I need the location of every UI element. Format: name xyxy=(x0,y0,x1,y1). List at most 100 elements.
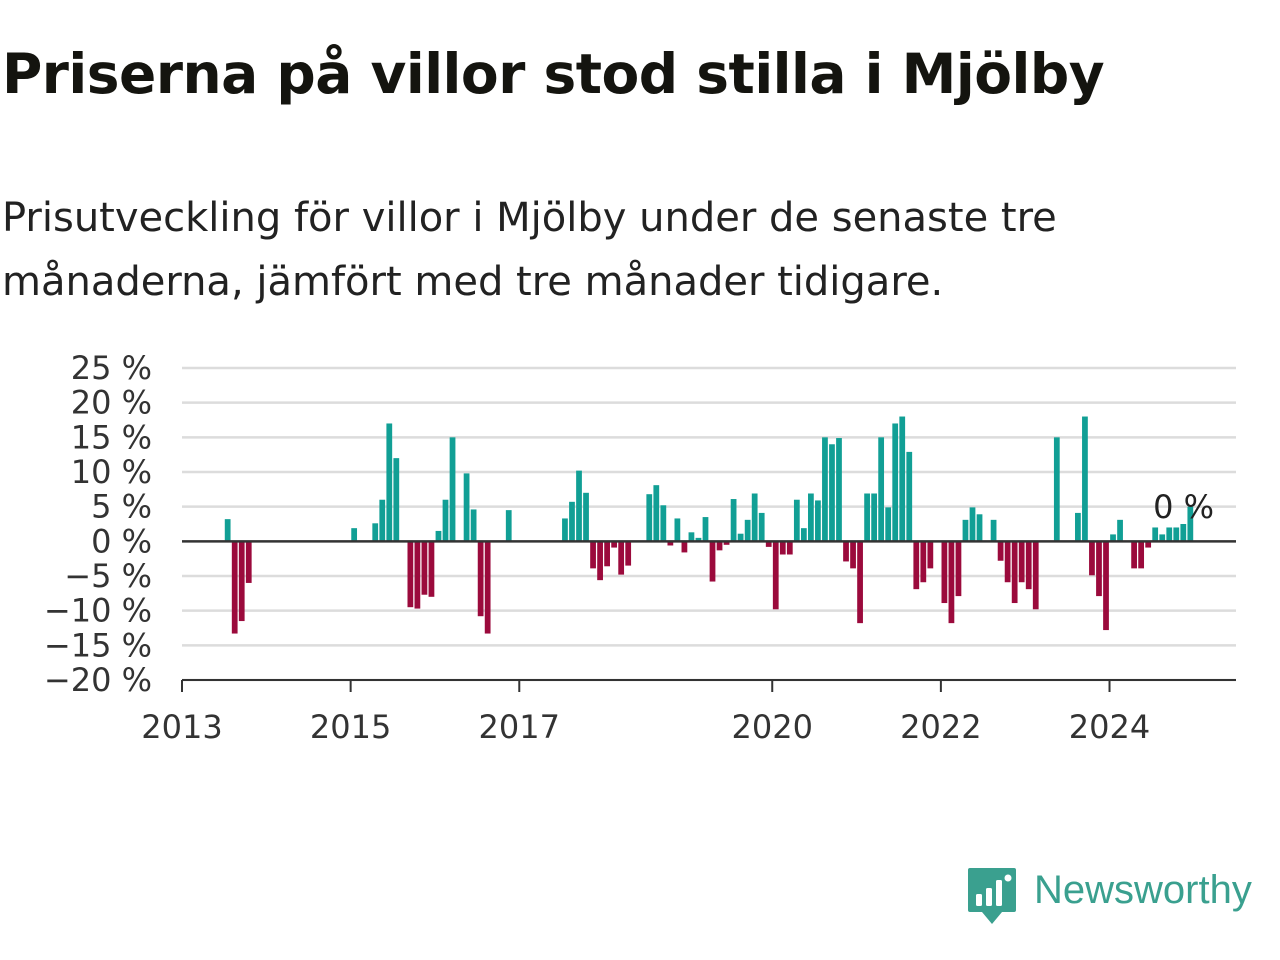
bar xyxy=(927,541,934,569)
bar xyxy=(1166,527,1173,542)
bar xyxy=(1173,527,1180,542)
bar xyxy=(836,438,842,542)
bar xyxy=(1011,541,1018,604)
x-tick-label: 2017 xyxy=(479,708,560,746)
bar xyxy=(435,530,442,542)
axes: −20 %−15 %−10 %−5 %0 %5 %10 %15 %20 %25 … xyxy=(44,349,1236,746)
bar xyxy=(1025,541,1032,590)
bar xyxy=(920,541,927,583)
bar xyxy=(646,494,653,542)
y-tick-label: −5 % xyxy=(64,557,152,595)
bar xyxy=(772,541,779,610)
bar xyxy=(611,541,618,548)
bar-chart-badge-icon xyxy=(968,868,1016,924)
bar xyxy=(962,519,969,542)
x-tick-label: 2024 xyxy=(1069,708,1150,746)
bar xyxy=(442,499,449,542)
bar xyxy=(758,512,765,542)
bar xyxy=(1096,541,1102,597)
brand-name: Newsworthy xyxy=(1034,868,1252,912)
y-tick-label: 25 % xyxy=(71,349,152,387)
bar xyxy=(1152,527,1159,542)
bar xyxy=(871,493,878,542)
bar xyxy=(850,541,856,569)
bar xyxy=(716,541,723,551)
bar xyxy=(625,541,632,566)
bar xyxy=(393,458,400,542)
bar xyxy=(899,416,906,542)
latest-value-label: 0 % xyxy=(1153,488,1214,526)
bar xyxy=(245,541,252,583)
bar xyxy=(653,485,660,542)
y-tick-label: −10 % xyxy=(44,592,152,630)
bar xyxy=(1032,541,1039,610)
bar xyxy=(407,541,414,608)
bar xyxy=(702,517,709,542)
y-tick-label: −15 % xyxy=(44,626,152,664)
bar xyxy=(470,509,477,542)
bar xyxy=(941,541,948,604)
bar xyxy=(709,541,716,582)
bar xyxy=(597,541,603,581)
bar xyxy=(990,519,997,542)
bar xyxy=(618,541,625,575)
bar xyxy=(583,492,589,542)
y-tick-label: 20 % xyxy=(71,384,152,422)
y-tick-label: 15 % xyxy=(71,418,152,456)
y-tick-label: 0 % xyxy=(91,522,152,560)
bar xyxy=(1089,541,1095,576)
bar xyxy=(723,541,730,545)
bar xyxy=(906,451,913,542)
bar xyxy=(463,473,470,542)
bars xyxy=(224,416,1194,634)
bar xyxy=(1082,416,1088,542)
bar xyxy=(1117,519,1123,542)
bar xyxy=(449,437,456,542)
bar xyxy=(351,528,358,542)
bar xyxy=(1110,534,1116,542)
bar xyxy=(576,470,582,542)
bar xyxy=(751,493,758,542)
y-tick-label: 5 % xyxy=(91,488,152,526)
bar xyxy=(674,518,681,542)
bar xyxy=(688,532,695,542)
bar xyxy=(885,507,892,542)
bar xyxy=(604,541,610,567)
bar xyxy=(1103,541,1109,631)
x-tick-label: 2022 xyxy=(900,708,981,746)
price-change-bar-chart: −20 %−15 %−10 %−5 %0 %5 %10 %15 %20 %25 … xyxy=(44,349,1236,746)
bar xyxy=(1180,524,1187,542)
bar xyxy=(590,541,596,569)
x-tick-label: 2015 xyxy=(310,708,391,746)
bar xyxy=(878,437,885,542)
bar xyxy=(857,541,863,624)
bar xyxy=(1131,541,1137,569)
bar xyxy=(843,541,849,562)
bar xyxy=(744,519,751,542)
x-tick-label: 2013 xyxy=(141,708,222,746)
bar xyxy=(800,528,807,542)
bar xyxy=(681,541,688,553)
bar xyxy=(667,541,674,546)
bar xyxy=(379,499,386,542)
bar xyxy=(829,444,835,542)
bar xyxy=(569,501,575,542)
bar xyxy=(815,500,821,542)
bar xyxy=(948,541,955,624)
bar xyxy=(1004,541,1011,583)
bar xyxy=(955,541,962,597)
bar xyxy=(1018,541,1025,583)
x-tick-label: 2020 xyxy=(732,708,813,746)
bar xyxy=(976,514,983,542)
bar xyxy=(1138,541,1145,569)
bar xyxy=(730,499,737,542)
bar xyxy=(477,541,484,617)
bar xyxy=(779,541,786,555)
bar xyxy=(695,537,702,542)
bar xyxy=(224,519,231,542)
bar xyxy=(484,541,491,634)
bar xyxy=(1187,506,1194,542)
bar xyxy=(386,423,393,542)
newsworthy-logo: Newsworthy xyxy=(966,866,1276,926)
